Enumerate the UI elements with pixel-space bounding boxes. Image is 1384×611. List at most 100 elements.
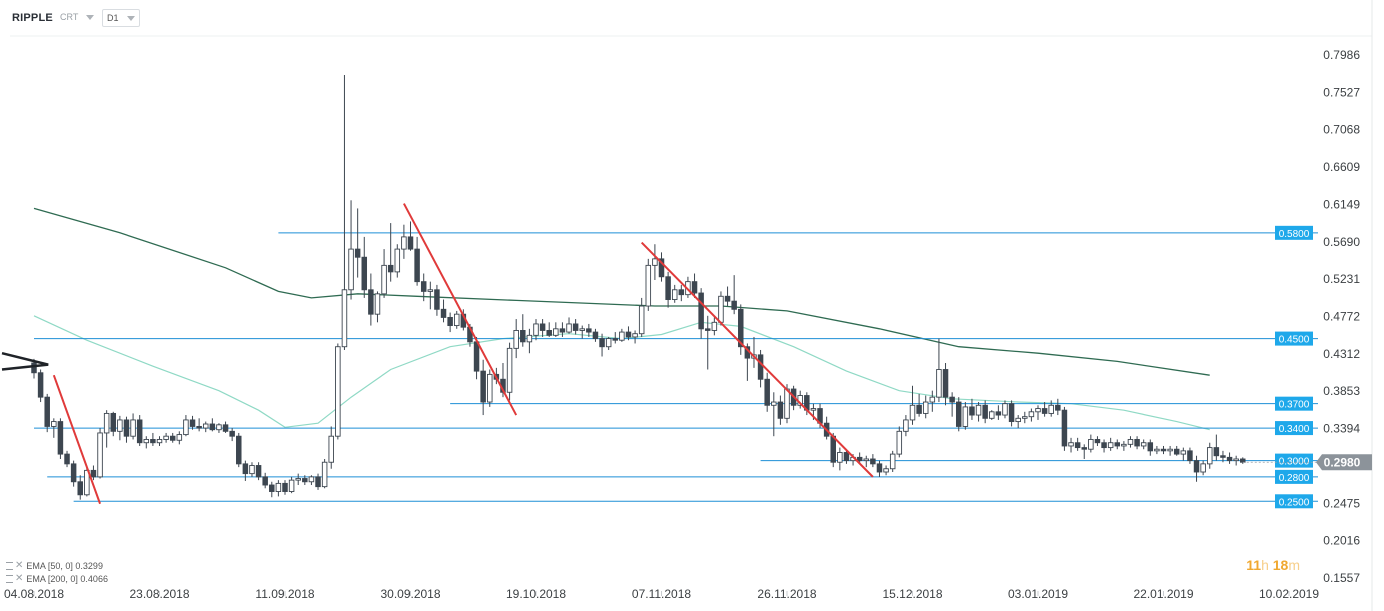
candle-body xyxy=(922,401,929,414)
y-tick-label: 0.3853 xyxy=(1323,384,1360,398)
candle xyxy=(526,328,533,354)
candle-body xyxy=(784,388,790,419)
symbol-label: RIPPLE xyxy=(12,12,53,24)
candle xyxy=(242,460,249,481)
candle xyxy=(533,319,539,341)
x-tick-label: 03.01.2019 xyxy=(1008,587,1068,601)
candle-body xyxy=(269,484,275,492)
candle-body xyxy=(123,419,130,437)
candle xyxy=(632,330,638,344)
candle-body xyxy=(487,373,493,403)
x-tick-label: 07.11.2018 xyxy=(632,587,691,601)
candle xyxy=(110,411,117,437)
candle xyxy=(328,426,334,469)
candle-body xyxy=(37,372,44,398)
level-label-box xyxy=(1275,453,1313,468)
candle-body xyxy=(183,419,189,436)
candle xyxy=(1167,445,1173,456)
candle-body xyxy=(526,334,533,343)
candle xyxy=(652,244,658,281)
candle xyxy=(645,258,652,311)
candle xyxy=(1022,411,1028,424)
candle-body xyxy=(447,316,453,327)
candle-body xyxy=(520,330,526,343)
candle xyxy=(876,460,883,477)
candle xyxy=(282,480,288,495)
candle xyxy=(275,480,282,497)
candle-body xyxy=(64,453,70,465)
candle xyxy=(771,392,777,437)
candle xyxy=(1240,457,1246,464)
candle-body xyxy=(480,370,486,403)
close-icon[interactable]: ✕ xyxy=(15,573,24,584)
candle xyxy=(288,476,295,494)
candle-body xyxy=(156,439,163,444)
candle-body xyxy=(1173,448,1180,455)
trend-line xyxy=(403,203,518,416)
candle xyxy=(1233,455,1239,466)
candle xyxy=(262,472,268,489)
candle-body xyxy=(97,432,103,478)
candle xyxy=(883,465,889,476)
candle-body xyxy=(513,330,519,349)
candle xyxy=(724,286,731,307)
candle xyxy=(1226,452,1233,464)
candle-body xyxy=(830,435,836,463)
candle xyxy=(691,273,698,298)
candle-countdown: 11h 18m xyxy=(1246,557,1300,573)
candle-body xyxy=(995,411,1002,416)
timer-minutes: 18 xyxy=(1272,557,1289,573)
candle-body xyxy=(975,404,982,416)
candle xyxy=(447,312,453,333)
candle xyxy=(1035,405,1041,420)
candle-body xyxy=(1180,450,1187,455)
candle xyxy=(480,359,486,416)
x-tick-label: 26.11.2018 xyxy=(757,587,816,601)
candle-body xyxy=(1240,458,1246,463)
indicator-settings-icon[interactable] xyxy=(6,561,13,570)
current-price-label: 0.2980 xyxy=(1324,456,1361,470)
y-tick-label: 0.2016 xyxy=(1323,534,1360,548)
candle xyxy=(969,398,975,420)
candle xyxy=(856,452,863,464)
candle-body xyxy=(1121,443,1127,447)
candle xyxy=(1160,445,1167,455)
close-icon[interactable]: ✕ xyxy=(15,560,24,571)
candle-body xyxy=(605,338,612,348)
timeframe-select[interactable]: D1 xyxy=(102,9,140,27)
candle-body xyxy=(361,256,368,291)
candle-body xyxy=(295,478,301,481)
candle xyxy=(341,75,348,350)
candle-body xyxy=(1233,458,1239,462)
current-price-tag xyxy=(1316,454,1372,471)
candle xyxy=(216,423,222,433)
chart-type-select[interactable]: CRT xyxy=(60,9,95,25)
indicator-settings-icon[interactable] xyxy=(6,574,13,583)
y-tick-label: 0.1557 xyxy=(1323,571,1360,585)
candle-body xyxy=(401,236,407,250)
y-tick-label: 0.7068 xyxy=(1323,123,1360,137)
candle-body xyxy=(255,465,262,478)
legend-ema200[interactable]: ✕ EMA [200, 0] 0.4066 xyxy=(6,573,108,584)
timer-hours: 11 xyxy=(1246,557,1262,573)
candle-body xyxy=(196,425,202,429)
legend-ema50[interactable]: ✕ EMA [50, 0] 0.3299 xyxy=(6,560,103,571)
candle-body xyxy=(856,456,863,462)
candle-body xyxy=(870,458,876,465)
ema200-line xyxy=(33,207,1210,376)
candle-body xyxy=(546,330,552,336)
candle-body xyxy=(1147,442,1154,452)
candle-body xyxy=(1035,408,1041,413)
candle-body xyxy=(51,421,57,427)
candle xyxy=(704,315,711,370)
candle xyxy=(1074,437,1081,451)
candle xyxy=(513,319,519,359)
candle-body xyxy=(308,476,315,483)
chart-type-value: CRT xyxy=(60,12,79,22)
x-tick-label: 19.10.2018 xyxy=(506,587,566,601)
candle xyxy=(176,431,183,445)
candle xyxy=(222,421,229,433)
candle-body xyxy=(843,452,850,462)
candle xyxy=(315,473,321,490)
